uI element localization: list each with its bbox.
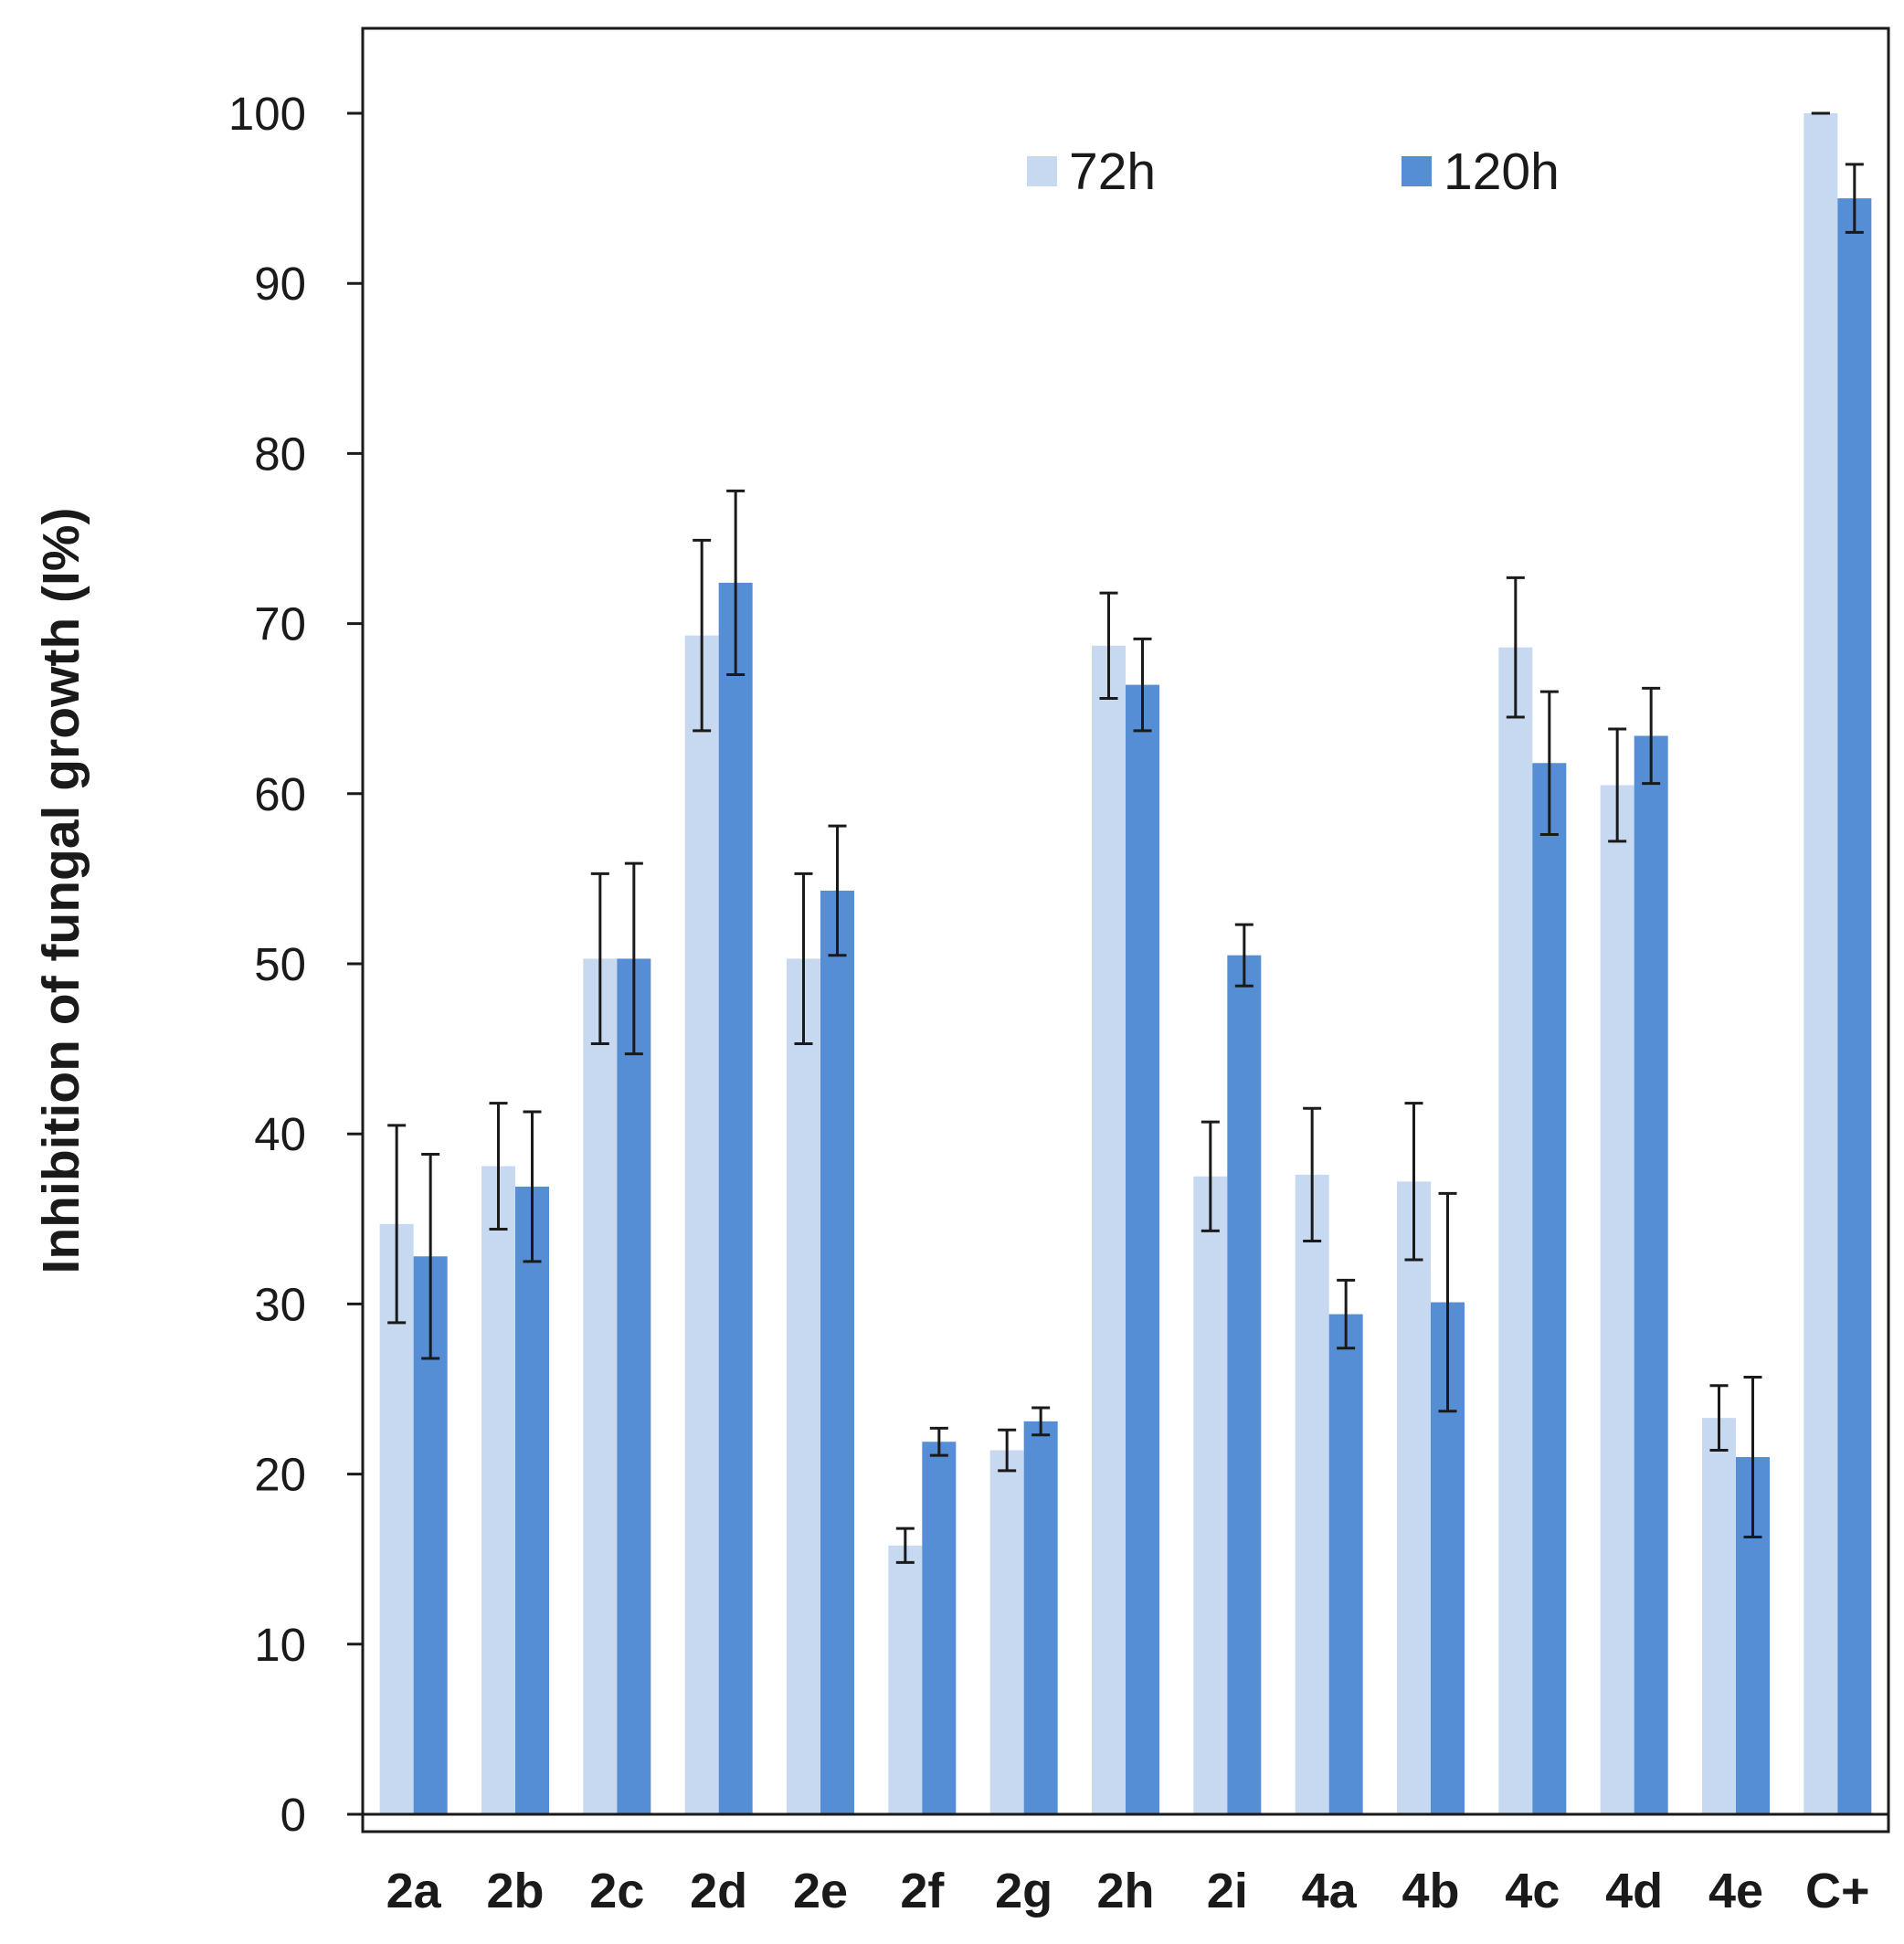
bar-4a-72h [1295, 1174, 1329, 1814]
bar-4c-120h [1532, 763, 1567, 1815]
error-bar-2d-72h [693, 538, 712, 733]
y-tick-label-30: 30 [254, 1278, 306, 1330]
error-bar-2e-72h [794, 872, 813, 1046]
bar-2g-72h [989, 1450, 1024, 1814]
bar-4c-72h [1498, 647, 1533, 1815]
bar-2f-120h [922, 1442, 957, 1814]
error-bar-4b-72h [1404, 1102, 1423, 1262]
error-bar-2b-120h [523, 1110, 542, 1263]
bar-C+-120h [1837, 198, 1872, 1815]
bar-4b-72h [1397, 1181, 1431, 1814]
x-tick-label-2h: 2h [1096, 1864, 1154, 1918]
y-tick-label-100: 100 [228, 88, 306, 140]
y-tick-label-40: 40 [254, 1108, 306, 1160]
error-bar-2g-72h [998, 1428, 1017, 1473]
y-axis-title: Inhibition of fungal growth (I%) [32, 508, 90, 1274]
bar-2i-120h [1227, 955, 1262, 1814]
x-tick-label-4d: 4d [1605, 1864, 1663, 1918]
bar-2i-72h [1193, 1176, 1228, 1814]
bar-2c-120h [617, 958, 651, 1814]
bar-2h-72h [1092, 645, 1126, 1814]
bar-2b-72h [481, 1166, 515, 1814]
error-bar-2h-120h [1133, 637, 1152, 733]
legend-label-120h: 120h [1444, 143, 1560, 201]
bar-C+-72h [1804, 113, 1838, 1814]
error-bar-2i-72h [1201, 1120, 1220, 1232]
bar-4d-72h [1600, 785, 1634, 1814]
error-bar-4e-120h [1743, 1375, 1762, 1538]
bar-2e-72h [787, 958, 820, 1814]
error-bar-2g-120h [1031, 1406, 1051, 1437]
x-tick-label-2b: 2b [486, 1864, 544, 1918]
x-tick-label-2d: 2d [690, 1864, 747, 1918]
x-tick-label-2g: 2g [995, 1864, 1052, 1918]
error-bar-2b-72h [489, 1102, 508, 1231]
legend-label-72h: 72h [1069, 143, 1156, 201]
error-bar-2c-120h [624, 861, 643, 1056]
x-tick-label-2a: 2a [386, 1864, 442, 1918]
x-tick-label-4e: 4e [1708, 1864, 1763, 1918]
bar-2b-120h [515, 1186, 549, 1814]
legend-swatch-120h [1402, 156, 1432, 186]
bar-2d-120h [718, 582, 753, 1814]
y-tick-label-10: 10 [254, 1619, 306, 1671]
bar-2g-120h [1023, 1421, 1058, 1814]
error-bar-2h-72h [1099, 591, 1118, 701]
error-bar-2f-120h [929, 1426, 948, 1457]
y-tick-label-90: 90 [254, 258, 306, 310]
error-bar-4e-72h [1709, 1384, 1729, 1453]
y-tick-label-0: 0 [280, 1789, 306, 1841]
x-labels-layer: 2a 2b 2c 2d 2e 2f 2g 2h 2i 4a 4b 4c 4d 4e C+ [386, 1864, 1870, 1918]
error-bar-4b-120h [1438, 1191, 1457, 1413]
y-tick-label-80: 80 [254, 428, 306, 480]
bar-4d-120h [1634, 735, 1668, 1815]
bar-2e-120h [820, 890, 854, 1814]
x-tick-label-2e: 2e [793, 1864, 848, 1918]
error-bar-4c-72h [1506, 576, 1525, 719]
x-tick-label-C+: C+ [1805, 1864, 1870, 1918]
bar-4a-120h [1328, 1314, 1363, 1814]
x-tick-label-4a: 4a [1302, 1864, 1358, 1918]
error-bar-2f-72h [895, 1527, 915, 1564]
error-bar-4a-120h [1337, 1278, 1356, 1350]
legend: 72h 120h [1027, 143, 1560, 201]
error-bar-2i-120h [1234, 923, 1253, 988]
error-bar-2e-120h [828, 824, 847, 957]
error-bar-2d-120h [726, 489, 746, 676]
bar-2f-72h [888, 1545, 923, 1814]
error-bar-4c-120h [1539, 690, 1559, 836]
bar-2d-72h [684, 635, 719, 1814]
error-bar-4a-72h [1303, 1106, 1322, 1243]
y-tick-label-20: 20 [254, 1449, 306, 1501]
error-bars-layer [387, 111, 1864, 1564]
x-tick-label-2f: 2f [900, 1864, 945, 1918]
bar-4e-72h [1702, 1418, 1736, 1814]
y-tick-label-60: 60 [254, 768, 306, 820]
y-ticks-layer: 0 10 20 30 40 50 60 70 80 90 100 [228, 88, 363, 1841]
y-tick-label-50: 50 [254, 938, 306, 990]
error-bar-2a-72h [387, 1124, 407, 1325]
error-bar-4d-120h [1642, 686, 1661, 786]
x-tick-label-4b: 4b [1402, 1864, 1459, 1918]
bar-2h-120h [1126, 684, 1159, 1814]
x-tick-label-2c: 2c [589, 1864, 644, 1918]
y-tick-label-70: 70 [254, 598, 306, 650]
bar-2c-72h [583, 958, 618, 1814]
error-bar-C+-120h [1845, 163, 1864, 234]
bars-layer [379, 113, 1872, 1815]
x-tick-label-2i: 2i [1207, 1864, 1248, 1918]
error-bar-4d-72h [1608, 727, 1627, 843]
x-tick-label-4c: 4c [1505, 1864, 1560, 1918]
legend-swatch-72h [1027, 156, 1057, 186]
error-bar-2a-120h [421, 1153, 440, 1360]
error-bar-2c-72h [590, 872, 609, 1046]
